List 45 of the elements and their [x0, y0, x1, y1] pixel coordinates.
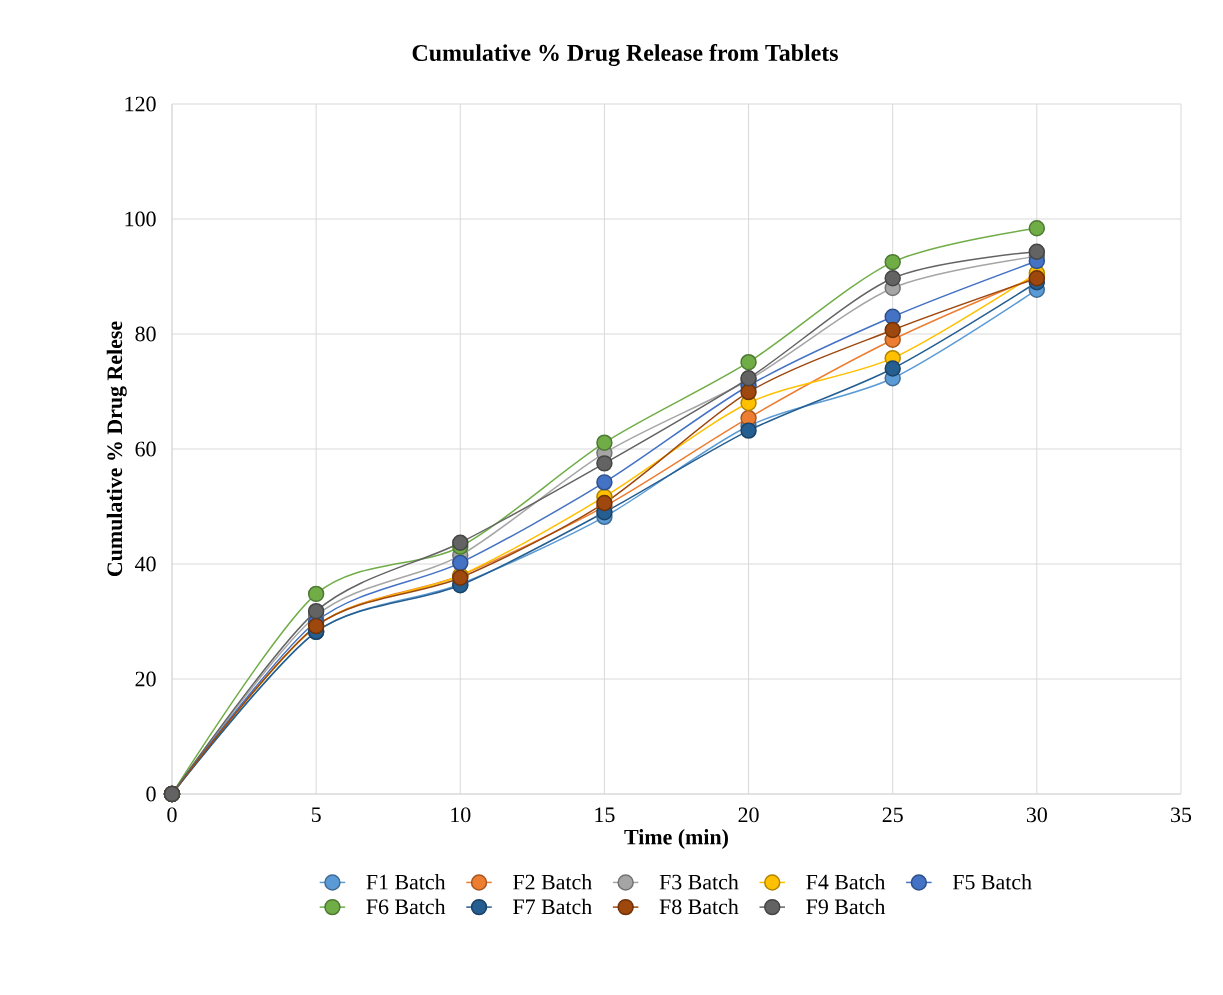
legend-label: F8 Batch	[659, 898, 739, 915]
chart-title: Cumulative % Drug Release from Tablets	[412, 43, 838, 67]
point	[596, 455, 613, 472]
y-tick-label: 80	[135, 326, 156, 342]
x-tick-label: 25	[882, 807, 903, 823]
point	[596, 474, 613, 491]
x-tick-label: 20	[738, 807, 759, 823]
point	[884, 308, 901, 325]
legend-label: F6 Batch	[366, 898, 446, 915]
point	[1028, 243, 1046, 260]
point	[740, 422, 757, 439]
legend-label: F3 Batch	[659, 874, 739, 890]
x-tick-label: 15	[595, 807, 615, 823]
point	[740, 353, 757, 371]
y-tick-label: 120	[125, 96, 156, 112]
point	[452, 554, 469, 572]
point	[307, 585, 325, 603]
y-tick-label: 60	[135, 441, 156, 457]
x-tick-label: 0	[167, 807, 177, 823]
point	[884, 270, 901, 287]
legend-label: F4 Batch	[806, 874, 886, 890]
y-tick-label: 40	[135, 556, 156, 572]
point	[884, 321, 901, 339]
x-tick-label: 10	[451, 807, 471, 823]
point	[452, 534, 469, 551]
legend-label: F1 Batch	[366, 874, 446, 890]
y-axis-title: Cumulative % Drug Relese	[106, 321, 127, 577]
point	[740, 383, 757, 401]
point	[307, 602, 325, 620]
point	[596, 494, 613, 512]
x-tick-label: 5	[311, 807, 321, 823]
legend-label: F9 Batch	[806, 898, 886, 915]
legend-label: F5 Batch	[952, 874, 1032, 890]
y-tick-label: 20	[135, 671, 156, 687]
x-tick-label: 30	[1026, 807, 1047, 823]
x-tick-label: 35	[1171, 807, 1192, 823]
x-axis-title: Time (min)	[624, 829, 728, 849]
point	[596, 434, 613, 451]
y-tick-label: 0	[146, 786, 156, 802]
point	[1028, 219, 1046, 237]
legend-label: F7 Batch	[513, 898, 592, 915]
legend-label: F2 Batch	[513, 874, 592, 890]
y-tick-label: 100	[125, 211, 156, 227]
point	[884, 360, 901, 377]
point	[884, 253, 901, 271]
